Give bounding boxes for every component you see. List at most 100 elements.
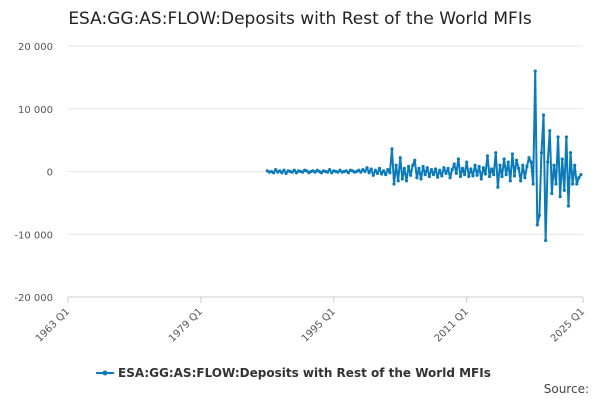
data-point[interactable] bbox=[469, 167, 473, 171]
data-point[interactable] bbox=[541, 113, 546, 117]
data-point[interactable] bbox=[566, 204, 571, 208]
data-point[interactable] bbox=[290, 170, 294, 174]
data-point[interactable] bbox=[369, 167, 373, 171]
data-point[interactable] bbox=[284, 171, 288, 175]
data-point[interactable] bbox=[440, 174, 444, 178]
data-point[interactable] bbox=[427, 174, 431, 179]
data-point[interactable] bbox=[330, 171, 334, 175]
data-point[interactable] bbox=[560, 157, 564, 161]
data-point[interactable] bbox=[415, 176, 419, 180]
data-point[interactable] bbox=[571, 182, 575, 186]
data-point[interactable] bbox=[475, 173, 479, 177]
data-point[interactable] bbox=[521, 163, 525, 167]
data-point[interactable] bbox=[406, 164, 411, 169]
data-point[interactable] bbox=[421, 164, 425, 169]
data-point[interactable] bbox=[384, 173, 388, 177]
data-point[interactable] bbox=[519, 179, 523, 183]
data-point[interactable] bbox=[483, 172, 487, 176]
data-point[interactable] bbox=[359, 170, 363, 174]
data-point[interactable] bbox=[346, 171, 350, 175]
data-point[interactable] bbox=[319, 171, 323, 175]
data-point[interactable] bbox=[465, 160, 469, 164]
data-point[interactable] bbox=[456, 157, 460, 161]
data-point[interactable] bbox=[573, 163, 577, 167]
data-point[interactable] bbox=[523, 176, 527, 180]
data-point[interactable] bbox=[450, 168, 454, 172]
data-point[interactable] bbox=[510, 152, 514, 156]
data-point[interactable] bbox=[512, 174, 517, 178]
data-point[interactable] bbox=[373, 168, 377, 172]
data-point[interactable] bbox=[375, 171, 380, 175]
data-point[interactable] bbox=[388, 171, 392, 175]
data-point[interactable] bbox=[568, 151, 573, 155]
data-point[interactable] bbox=[537, 213, 541, 218]
data-point[interactable] bbox=[365, 166, 369, 170]
data-point[interactable] bbox=[463, 173, 467, 177]
data-point[interactable] bbox=[400, 177, 404, 181]
data-point[interactable] bbox=[527, 156, 531, 160]
data-point[interactable] bbox=[533, 69, 537, 73]
data-point[interactable] bbox=[477, 164, 481, 169]
data-point[interactable] bbox=[525, 164, 529, 169]
data-point[interactable] bbox=[552, 163, 556, 167]
data-point[interactable] bbox=[535, 223, 539, 227]
data-point[interactable] bbox=[392, 182, 396, 186]
data-point[interactable] bbox=[436, 175, 440, 179]
data-point[interactable] bbox=[379, 172, 384, 176]
data-point[interactable] bbox=[452, 162, 456, 166]
data-point[interactable] bbox=[417, 166, 421, 170]
data-point[interactable] bbox=[313, 170, 317, 174]
data-point[interactable] bbox=[556, 135, 560, 139]
data-point[interactable] bbox=[444, 171, 448, 175]
data-point[interactable] bbox=[438, 168, 442, 172]
data-point[interactable] bbox=[431, 173, 436, 177]
data-point[interactable] bbox=[367, 171, 371, 175]
data-point[interactable] bbox=[544, 238, 548, 243]
data-point[interactable] bbox=[460, 166, 465, 170]
data-point[interactable] bbox=[496, 185, 500, 189]
data-point[interactable] bbox=[425, 166, 429, 170]
data-point[interactable] bbox=[500, 174, 504, 179]
data-point[interactable] bbox=[411, 163, 415, 167]
legend[interactable]: ESA:GG:AS:FLOW:Deposits with Rest of the… bbox=[96, 366, 491, 380]
data-point[interactable] bbox=[325, 170, 330, 174]
data-point[interactable] bbox=[562, 188, 566, 192]
data-point[interactable] bbox=[292, 168, 296, 172]
data-point[interactable] bbox=[357, 168, 361, 172]
data-point[interactable] bbox=[502, 157, 506, 161]
data-point[interactable] bbox=[294, 171, 299, 175]
data-point[interactable] bbox=[398, 156, 402, 160]
data-point[interactable] bbox=[390, 147, 394, 151]
data-point[interactable] bbox=[508, 179, 512, 183]
data-point[interactable] bbox=[506, 160, 510, 164]
data-point[interactable] bbox=[479, 177, 483, 181]
data-point[interactable] bbox=[280, 171, 284, 175]
data-point[interactable] bbox=[487, 174, 492, 179]
data-point[interactable] bbox=[448, 176, 452, 180]
data-point[interactable] bbox=[386, 168, 390, 172]
data-point[interactable] bbox=[504, 173, 508, 177]
data-point[interactable] bbox=[271, 171, 276, 175]
data-point[interactable] bbox=[338, 168, 342, 172]
data-point[interactable] bbox=[558, 195, 562, 199]
data-point[interactable] bbox=[446, 166, 450, 170]
data-point[interactable] bbox=[554, 182, 558, 186]
data-point[interactable] bbox=[481, 166, 485, 170]
data-point[interactable] bbox=[274, 168, 278, 172]
data-point[interactable] bbox=[419, 177, 423, 181]
data-point[interactable] bbox=[278, 169, 282, 173]
data-point[interactable] bbox=[409, 173, 413, 177]
data-point[interactable] bbox=[471, 174, 475, 178]
data-point[interactable] bbox=[396, 179, 400, 183]
data-point[interactable] bbox=[548, 129, 552, 133]
data-point[interactable] bbox=[531, 182, 535, 186]
data-point[interactable] bbox=[550, 191, 554, 196]
data-point[interactable] bbox=[529, 160, 533, 164]
data-point[interactable] bbox=[575, 182, 579, 186]
data-point[interactable] bbox=[394, 163, 398, 167]
data-point[interactable] bbox=[498, 163, 502, 167]
data-point[interactable] bbox=[546, 160, 550, 164]
data-point[interactable] bbox=[282, 168, 286, 172]
data-point[interactable] bbox=[305, 169, 309, 173]
data-point[interactable] bbox=[429, 168, 434, 172]
